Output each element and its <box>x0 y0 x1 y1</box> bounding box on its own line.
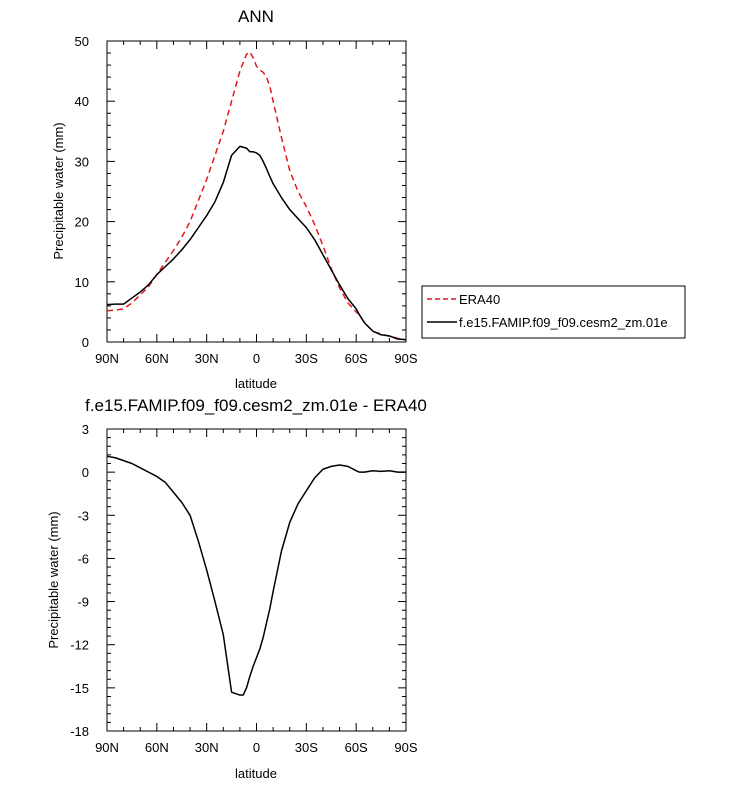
bottom-series-group <box>106 455 406 696</box>
bottom-x-tick-label: 60S <box>345 740 368 755</box>
top-model-line <box>106 145 407 341</box>
top-x-axis-label: latitude <box>235 376 277 391</box>
top-y-tick-label: 0 <box>82 335 89 350</box>
top-x-tick-label: 90S <box>394 351 417 366</box>
top-y-tick-label: 40 <box>75 94 89 109</box>
top-x-tick-label: 0 <box>253 351 260 366</box>
top-plot-frame <box>106 40 407 343</box>
bottom-y-tick-label: -12 <box>70 638 89 653</box>
bottom-y-tick-label: -15 <box>70 681 89 696</box>
top-series-group <box>106 51 407 341</box>
bottom-x-tick-label: 30N <box>195 740 219 755</box>
bottom-y-tick-label: -3 <box>77 508 89 523</box>
top-y-tick-label: 20 <box>75 215 89 230</box>
top-y-tick-label: 50 <box>75 34 89 49</box>
legend: ERA40 f.e15.FAMIP.f09_f09.cesm2_zm.01e <box>421 285 686 339</box>
bottom-x-tick-label: 90N <box>95 740 119 755</box>
bottom-y-tick-label: -18 <box>70 724 89 739</box>
bottom-x-tick-label: 90S <box>394 740 417 755</box>
top-era40-line <box>106 51 407 341</box>
bottom-y-axis-label: Precipitable water (mm) <box>46 511 61 648</box>
legend-label-model: f.e15.FAMIP.f09_f09.cesm2_zm.01e <box>459 315 668 330</box>
bottom-x-tick-label: 30S <box>295 740 318 755</box>
bottom-y-tick-label: 0 <box>82 465 89 480</box>
top-x-tick-label: 30S <box>295 351 318 366</box>
bottom-y-tick-label: -6 <box>77 551 89 566</box>
top-panel: ANN 90N 60N 30N 0 30S 60S 90S 0 10 20 30 40 50 latit… <box>51 7 418 391</box>
bottom-x-axis-label: latitude <box>235 766 277 781</box>
top-y-axis-label: Precipitable water (mm) <box>51 122 66 259</box>
top-x-tick-label: 90N <box>95 351 119 366</box>
top-y-tick-label: 10 <box>75 275 89 290</box>
top-y-tick-label: 30 <box>75 154 89 169</box>
legend-box <box>421 285 686 339</box>
top-x-tick-label: 30N <box>195 351 219 366</box>
bottom-difference-line <box>106 455 406 696</box>
top-x-tick-label: 60N <box>145 351 169 366</box>
bottom-y-tick-label: -9 <box>77 595 89 610</box>
legend-label-era40: ERA40 <box>459 292 500 307</box>
bottom-y-tick-label: 3 <box>82 422 89 437</box>
top-x-tick-label: 60S <box>345 351 368 366</box>
bottom-panel: f.e15.FAMIP.f09_f09.cesm2_zm.01e - ERA40… <box>46 396 427 781</box>
bottom-x-tick-label: 0 <box>253 740 260 755</box>
bottom-axis-ticks: 90N 60N 30N 0 30S 60S 90S -18 -15 -12 -9 -6 -3 0 3 <box>70 422 418 755</box>
top-axis-ticks: 90N 60N 30N 0 30S 60S 90S 0 10 20 30 40 50 <box>75 34 418 366</box>
bottom-x-tick-label: 60N <box>145 740 169 755</box>
top-chart-title: ANN <box>238 7 274 26</box>
bottom-chart-title: f.e15.FAMIP.f09_f09.cesm2_zm.01e - ERA40 <box>85 396 427 415</box>
